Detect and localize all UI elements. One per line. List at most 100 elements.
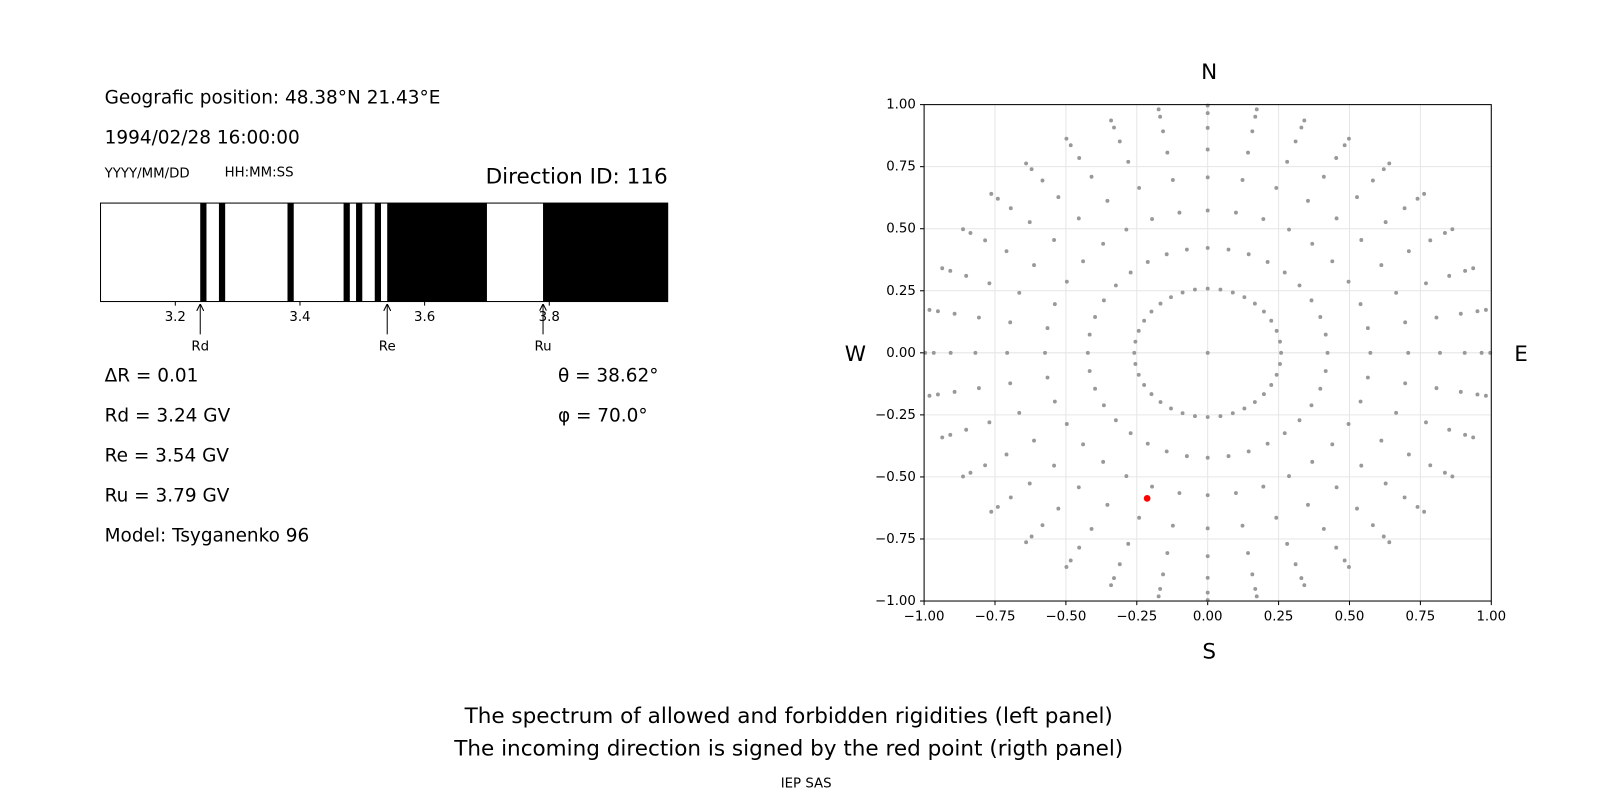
direction-point <box>1165 150 1170 155</box>
direction-point <box>1112 125 1116 130</box>
x-tick-label: 0.25 <box>1264 609 1294 624</box>
direction-point <box>1358 399 1363 404</box>
parameter: Ru = 3.79 GV <box>105 485 230 506</box>
direction-point <box>1394 290 1399 295</box>
incoming-direction <box>1143 495 1151 502</box>
direction-point <box>1406 452 1411 457</box>
direction-point <box>1109 118 1114 123</box>
direction-point <box>1170 178 1175 182</box>
direction-point <box>1274 185 1279 190</box>
direction-point <box>1101 459 1106 464</box>
direction-point <box>1169 295 1173 300</box>
direction-point <box>1064 279 1069 284</box>
direction-point <box>1113 283 1118 288</box>
direction-point <box>1136 372 1141 377</box>
direction-point <box>1309 298 1314 303</box>
direction-point <box>1137 515 1142 520</box>
direction-point <box>1246 449 1251 454</box>
direction-point <box>1136 328 1141 333</box>
direction-point <box>1133 339 1138 344</box>
footer: IEP SAS <box>781 777 832 792</box>
parameter: Rd = 3.24 GV <box>105 405 231 426</box>
y-tick-label: 0.75 <box>886 160 916 175</box>
direction-point <box>1056 195 1061 200</box>
direction-point <box>1302 583 1307 588</box>
direction-point <box>1064 422 1069 426</box>
direction-point <box>1402 206 1407 211</box>
direction-point <box>1381 534 1386 539</box>
direction-point <box>1381 167 1386 172</box>
direction-point <box>1150 217 1155 221</box>
direction-point <box>1133 362 1138 366</box>
direction-point <box>927 393 932 398</box>
forbidden-band <box>543 203 668 302</box>
direction-point <box>1076 485 1081 490</box>
spectrum-frame <box>100 202 669 303</box>
east-label: E <box>1514 342 1528 367</box>
direction-point <box>1008 381 1013 386</box>
direction-point <box>1387 540 1392 545</box>
parameter: Re = 3.54 GV <box>105 445 230 466</box>
direction-point <box>1434 315 1439 320</box>
direction-point <box>1428 238 1433 243</box>
caption-line: The spectrum of allowed and forbidden ri… <box>464 704 1113 729</box>
direction-point <box>1383 220 1388 225</box>
direction-point <box>1424 281 1428 286</box>
direction-point <box>995 504 1000 509</box>
direction-point <box>1310 459 1315 464</box>
direction-point <box>1383 481 1388 486</box>
direction-point <box>1253 586 1258 591</box>
forbidden-band <box>218 203 226 302</box>
y-tick-label: −0.25 <box>875 408 916 423</box>
direction-point <box>1205 147 1210 152</box>
direction-point <box>1076 216 1081 221</box>
direction-point <box>1101 241 1106 246</box>
direction-point <box>1068 558 1073 563</box>
direction-point <box>1321 526 1326 531</box>
direction-point <box>1169 406 1173 411</box>
direction-point <box>1346 136 1351 141</box>
direction-point <box>952 311 957 316</box>
direction-point <box>1124 474 1129 479</box>
direction-point <box>1253 114 1258 119</box>
direction-point <box>1406 350 1411 355</box>
direction-point <box>1323 332 1328 337</box>
y-tick-label: 0.25 <box>886 284 916 299</box>
direction-point <box>1164 449 1169 454</box>
direction-point <box>1101 298 1106 303</box>
direction-point <box>1184 454 1189 459</box>
direction-point <box>1415 504 1420 509</box>
direction-point <box>1226 454 1231 459</box>
direction-point <box>1403 320 1408 325</box>
direction-point <box>1205 526 1210 531</box>
direction-point <box>1184 247 1189 252</box>
direction-point <box>1318 314 1323 319</box>
direction-point <box>1269 318 1274 323</box>
direction-point <box>1370 178 1375 183</box>
direction-point <box>1052 463 1057 468</box>
direction-point <box>1192 414 1197 419</box>
parameter: Model: Tsyganenko 96 <box>105 525 310 546</box>
direction-point <box>1081 259 1086 264</box>
direction-point <box>1145 260 1150 264</box>
direction-point <box>1105 198 1110 203</box>
direction-point <box>1128 270 1133 275</box>
direction-point <box>1005 350 1010 355</box>
direction-point <box>1302 118 1307 123</box>
direction-point <box>989 191 994 196</box>
direction-point <box>973 350 978 355</box>
direction-point <box>1205 175 1210 180</box>
direction-point <box>1261 484 1266 489</box>
direction-point <box>1355 195 1359 200</box>
direction-point <box>976 315 981 320</box>
direction-point <box>1218 287 1223 292</box>
x-tick-label: 3.2 <box>165 310 186 325</box>
direction-point <box>1246 551 1250 555</box>
direction-point <box>1240 178 1245 182</box>
direction-point <box>1105 502 1110 507</box>
direction-point <box>1008 495 1013 500</box>
direction-point <box>1306 502 1310 507</box>
x-tick-label: 0.75 <box>1406 609 1436 624</box>
direction-point <box>1250 572 1255 577</box>
direction-point <box>1321 174 1326 179</box>
